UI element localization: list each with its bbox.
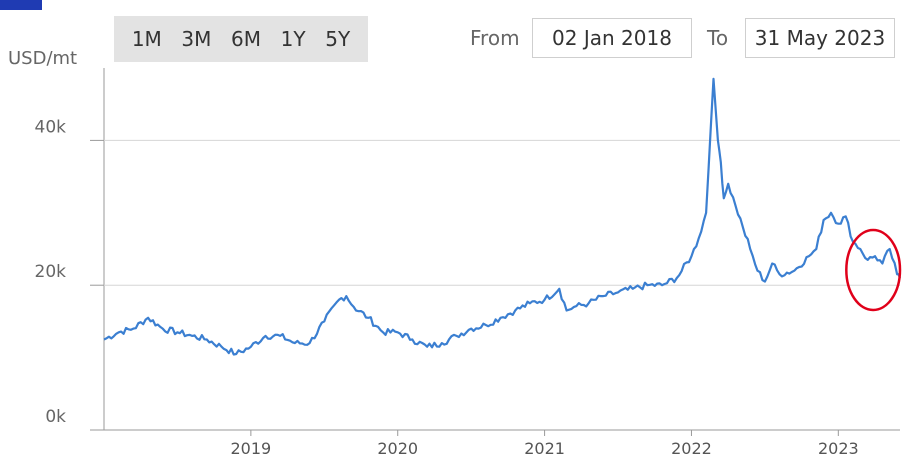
x-tick-label: 2019 — [231, 439, 272, 458]
x-tick-label: 2021 — [524, 439, 565, 458]
range-5y-button[interactable]: 5Y — [325, 27, 351, 51]
x-tick-label: 2022 — [671, 439, 712, 458]
chart-toolbar: 1M 3M 6M 1Y 5Y From 02 Jan 2018 To 31 Ma… — [0, 0, 908, 70]
range-1m-button[interactable]: 1M — [131, 27, 162, 51]
y-tick-label: 0k — [45, 407, 66, 427]
to-label: To — [707, 26, 729, 50]
to-date-input[interactable]: 31 May 2023 — [745, 18, 895, 58]
price-series-line — [103, 77, 902, 356]
x-tick-label: 2023 — [818, 439, 859, 458]
y-tick-label: 40k — [35, 117, 67, 137]
from-date-input[interactable]: 02 Jan 2018 — [532, 18, 692, 58]
range-3m-button[interactable]: 3M — [181, 27, 212, 51]
highlight-circle-annotation — [845, 228, 902, 312]
y-axis-unit-label: USD/mt — [8, 48, 78, 69]
x-tick-label: 2020 — [377, 439, 418, 458]
range-6m-button[interactable]: 6M — [231, 27, 262, 51]
range-selector: 1M 3M 6M 1Y 5Y — [114, 16, 368, 62]
from-label: From — [470, 26, 520, 50]
y-tick-label: 20k — [35, 262, 67, 282]
brand-logo-fragment — [0, 0, 42, 10]
range-1y-button[interactable]: 1Y — [280, 27, 306, 51]
